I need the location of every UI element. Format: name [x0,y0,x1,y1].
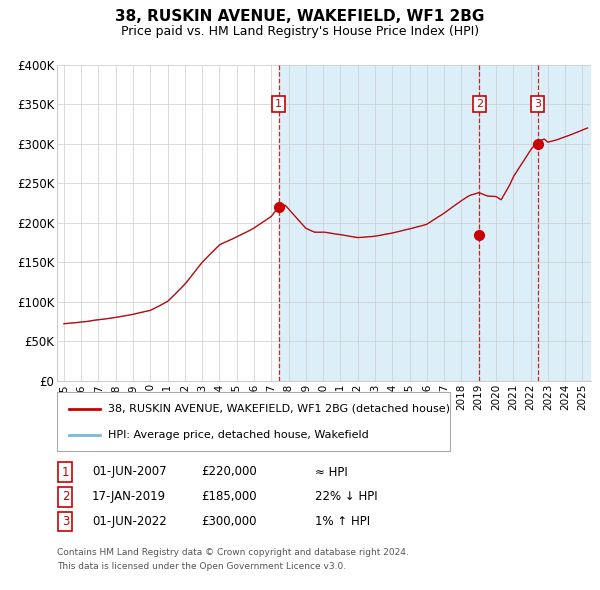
Text: £300,000: £300,000 [201,515,257,528]
Text: 01-JUN-2022: 01-JUN-2022 [92,515,167,528]
Text: 1% ↑ HPI: 1% ↑ HPI [315,515,370,528]
Text: HPI: Average price, detached house, Wakefield: HPI: Average price, detached house, Wake… [108,430,369,440]
Bar [278,65,600,381]
Text: £220,000: £220,000 [201,466,257,478]
Text: 2: 2 [62,490,69,503]
Text: 3: 3 [534,99,541,109]
Text: 1: 1 [275,99,282,109]
Text: 38, RUSKIN AVENUE, WAKEFIELD, WF1 2BG: 38, RUSKIN AVENUE, WAKEFIELD, WF1 2BG [115,9,485,24]
Text: Contains HM Land Registry data © Crown copyright and database right 2024.: Contains HM Land Registry data © Crown c… [57,548,409,556]
Text: ≈ HPI: ≈ HPI [315,466,348,478]
Text: 22% ↓ HPI: 22% ↓ HPI [315,490,377,503]
Text: 01-JUN-2007: 01-JUN-2007 [92,466,166,478]
Text: £185,000: £185,000 [201,490,257,503]
Text: Price paid vs. HM Land Registry's House Price Index (HPI): Price paid vs. HM Land Registry's House … [121,25,479,38]
Text: 3: 3 [62,515,69,528]
Text: 38, RUSKIN AVENUE, WAKEFIELD, WF1 2BG (detached house): 38, RUSKIN AVENUE, WAKEFIELD, WF1 2BG (d… [108,404,450,414]
Text: 2: 2 [476,99,483,109]
Text: 17-JAN-2019: 17-JAN-2019 [92,490,166,503]
Text: 1: 1 [62,466,69,478]
Text: This data is licensed under the Open Government Licence v3.0.: This data is licensed under the Open Gov… [57,562,346,571]
